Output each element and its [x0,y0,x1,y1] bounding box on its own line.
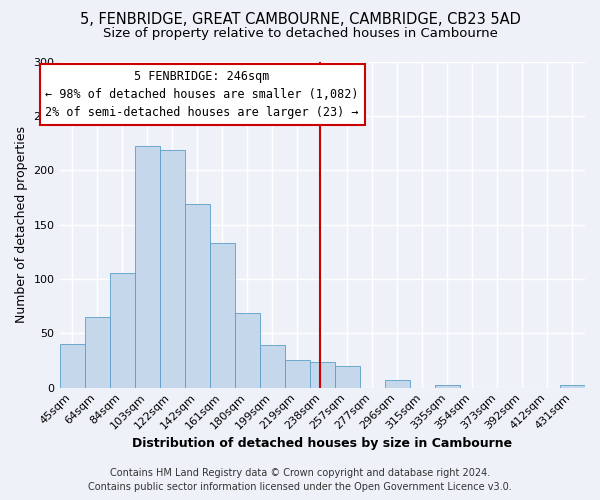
Bar [335,366,360,388]
Bar [134,146,160,388]
Bar [59,344,85,388]
Bar [385,380,410,388]
X-axis label: Distribution of detached houses by size in Cambourne: Distribution of detached houses by size … [132,437,512,450]
Text: Size of property relative to detached houses in Cambourne: Size of property relative to detached ho… [103,28,497,40]
Bar [85,317,110,388]
Bar [185,204,209,388]
Y-axis label: Number of detached properties: Number of detached properties [15,126,28,323]
Text: 5 FENBRIDGE: 246sqm
← 98% of detached houses are smaller (1,082)
2% of semi-deta: 5 FENBRIDGE: 246sqm ← 98% of detached ho… [46,70,359,119]
Bar [435,386,460,388]
Bar [235,312,260,388]
Text: 5, FENBRIDGE, GREAT CAMBOURNE, CAMBRIDGE, CB23 5AD: 5, FENBRIDGE, GREAT CAMBOURNE, CAMBRIDGE… [80,12,520,28]
Bar [160,150,185,388]
Bar [310,362,335,388]
Bar [560,386,585,388]
Text: Contains HM Land Registry data © Crown copyright and database right 2024.
Contai: Contains HM Land Registry data © Crown c… [88,468,512,492]
Bar [285,360,310,388]
Bar [110,274,134,388]
Bar [209,243,235,388]
Bar [260,345,285,388]
